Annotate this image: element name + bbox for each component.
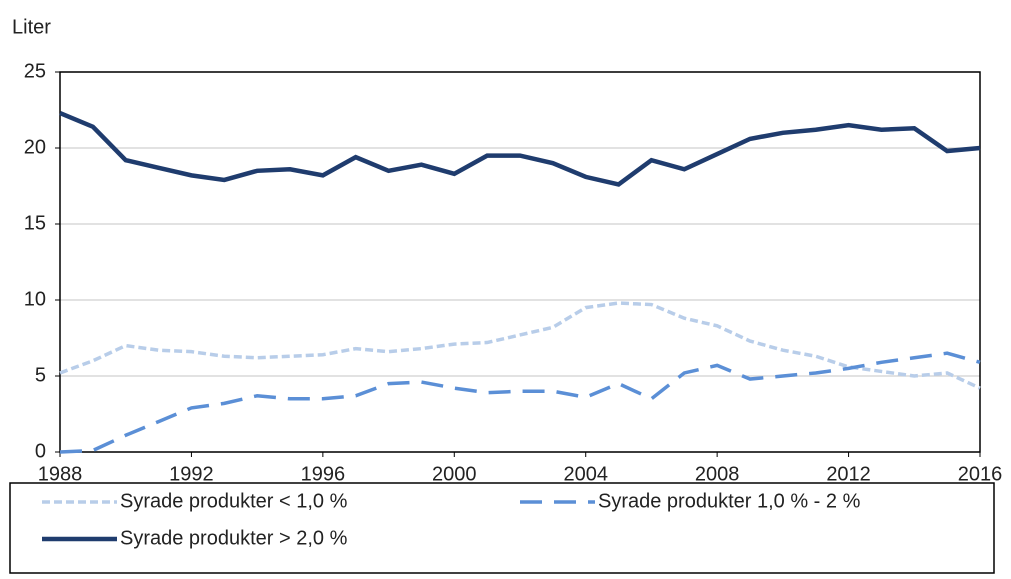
x-tick-label: 2000	[432, 463, 477, 485]
x-tick-label: 2012	[826, 463, 871, 485]
x-tick-label: 1988	[38, 463, 83, 485]
legend-box	[9, 482, 995, 574]
line-series	[59, 110, 981, 187]
y-tick-label: 20	[24, 136, 46, 158]
y-tick-label: 10	[24, 288, 46, 310]
y-axis-label: Liter	[12, 16, 51, 38]
x-tick-label: 2008	[695, 463, 740, 485]
x-tick-label: 2004	[563, 463, 608, 485]
line-series	[59, 301, 981, 390]
legend-label: Syrade produkter > 2,0 %	[120, 527, 348, 549]
y-tick-label: 0	[35, 440, 46, 462]
y-tick-label: 5	[35, 364, 46, 386]
x-tick-label: 1992	[169, 463, 214, 485]
y-tick-label: 25	[24, 60, 46, 82]
plot-area	[59, 71, 981, 453]
line-series	[59, 351, 981, 454]
x-tick-label: 1996	[301, 463, 346, 485]
y-tick-label: 15	[24, 212, 46, 234]
legend-label: Syrade produkter 1,0 % - 2 %	[598, 490, 861, 512]
x-tick-label: 2016	[958, 463, 1003, 485]
legend-label: Syrade produkter < 1,0 %	[120, 490, 348, 512]
